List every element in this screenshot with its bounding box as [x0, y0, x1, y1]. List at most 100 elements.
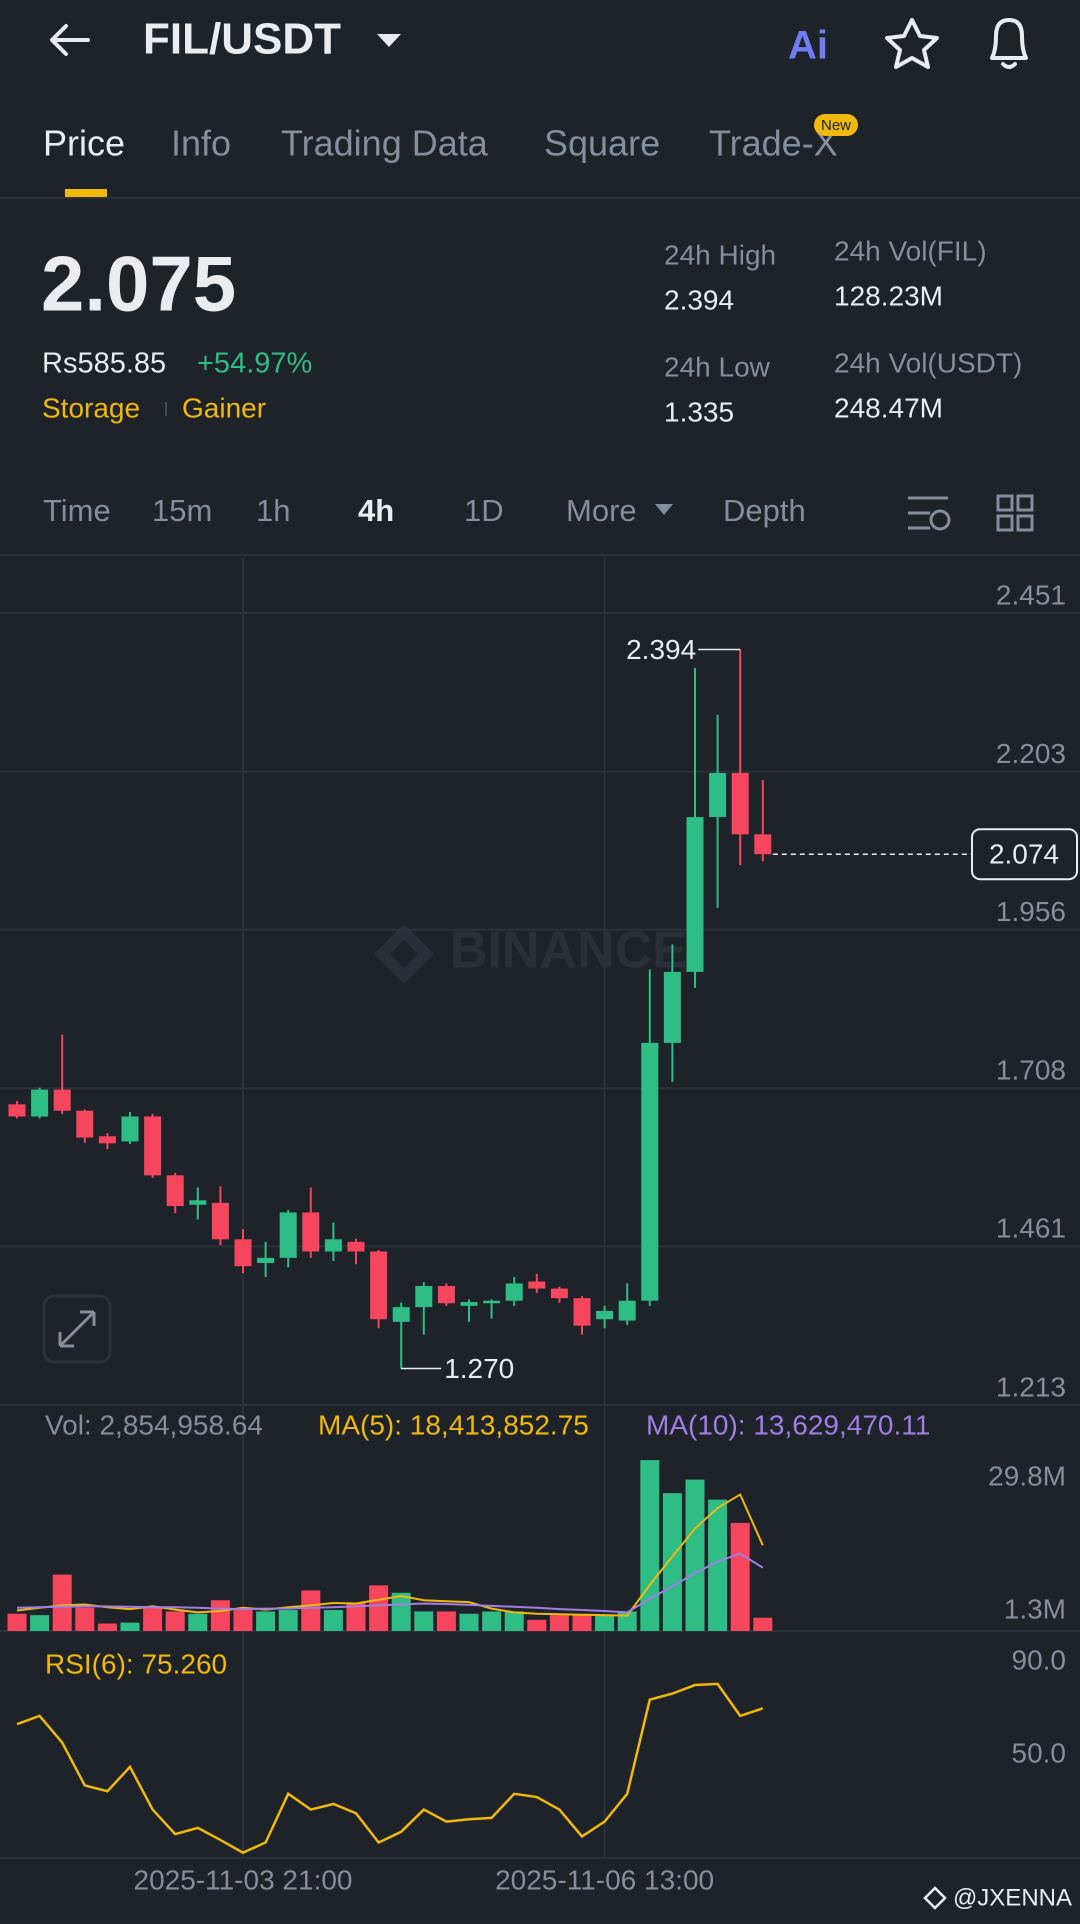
volume-bar	[482, 1611, 502, 1631]
volume-bar	[97, 1623, 117, 1631]
stat-value: 1.335	[664, 396, 734, 427]
watermark: BINANCE	[374, 922, 687, 984]
y-tick-label: 1.213	[996, 1371, 1066, 1402]
candle-body	[324, 1239, 342, 1252]
volume-bar	[504, 1611, 524, 1631]
y-tick-label: 1.956	[996, 896, 1066, 927]
candle-body	[98, 1136, 116, 1144]
watermark-logo	[374, 924, 434, 984]
indicator-settings[interactable]	[908, 496, 951, 531]
candle-body	[8, 1104, 26, 1117]
volume-bar	[549, 1615, 569, 1631]
layout-toggle[interactable]	[996, 494, 1034, 532]
candle-body	[663, 971, 681, 1043]
volume-bar	[30, 1615, 50, 1631]
volume-bar	[414, 1611, 434, 1631]
back-icon	[50, 24, 90, 56]
pair-title[interactable]: FIL/USDT	[143, 15, 341, 64]
candle-body	[641, 1042, 659, 1301]
volume-bar	[595, 1615, 615, 1631]
candle-body	[596, 1310, 614, 1320]
alert-icon[interactable]	[990, 18, 1028, 69]
tab[interactable]: Trading Data	[281, 123, 489, 164]
layout-cell	[1016, 514, 1034, 532]
sector-tag[interactable]: Storage	[42, 392, 140, 423]
volume-bar	[572, 1615, 592, 1631]
volume-bar	[391, 1592, 411, 1631]
volume-bar	[233, 1610, 253, 1631]
y-tick-label: 1.461	[996, 1213, 1066, 1244]
tab[interactable]: Price	[43, 123, 125, 164]
interval-option[interactable]: Depth	[723, 493, 806, 528]
volume-bar	[52, 1574, 72, 1631]
rsi-tick-label: 90.0	[1012, 1645, 1067, 1676]
pair-dropdown[interactable]	[377, 34, 401, 47]
volume-bar	[459, 1613, 479, 1631]
stat-label: 24h High	[664, 239, 776, 270]
candle-body	[460, 1302, 478, 1306]
interval-option[interactable]: 1h	[256, 493, 290, 528]
ai-button[interactable]: Ai	[788, 24, 828, 68]
stat-value: 2.394	[664, 284, 734, 315]
candle-body	[166, 1175, 184, 1207]
stat-label: 24h Vol(FIL)	[834, 235, 987, 266]
credit-logo	[923, 1886, 947, 1910]
watermark-text: BINANCE	[450, 922, 687, 980]
candle-body	[76, 1110, 94, 1138]
stat-value: 248.47M	[834, 392, 943, 423]
x-tick-label: 2025-11-06 13:00	[495, 1864, 714, 1895]
gainer-tag[interactable]: Gainer	[182, 392, 266, 423]
candle-body	[392, 1307, 410, 1322]
expand-frame	[42, 1294, 112, 1364]
interval-option[interactable]: 1D	[464, 493, 504, 528]
layout-cell	[996, 494, 1014, 512]
candle-body	[437, 1286, 455, 1304]
tab[interactable]: Info	[171, 123, 231, 164]
candle-body	[731, 772, 749, 835]
candle-body	[31, 1089, 49, 1117]
volume-bar	[301, 1590, 321, 1631]
volume-bar	[346, 1602, 366, 1631]
interval-option[interactable]: More	[566, 493, 637, 528]
candle-body	[483, 1300, 501, 1304]
volume-bar	[527, 1619, 547, 1631]
candle-body	[53, 1089, 71, 1111]
ai-icon: Ai	[788, 24, 828, 68]
volume-bar	[143, 1607, 163, 1631]
tab[interactable]: Square	[544, 123, 660, 164]
settings-icon	[908, 496, 948, 530]
credit: @JXENNA	[953, 1884, 1072, 1911]
interval-option[interactable]: 15m	[152, 493, 212, 528]
volume-bar	[640, 1460, 660, 1631]
favorite-icon[interactable]	[885, 18, 939, 69]
rsi-label: RSI(6): 75.260	[45, 1648, 227, 1679]
layout-cell	[1016, 494, 1034, 512]
stat-label: 24h Low	[664, 351, 771, 382]
volume-bar	[75, 1607, 95, 1631]
volume-bar	[323, 1610, 343, 1631]
back-button[interactable]	[50, 24, 90, 56]
candle-body	[234, 1239, 252, 1267]
expand-button[interactable]	[42, 1294, 112, 1364]
interval-option[interactable]: Time	[43, 493, 111, 528]
interval-option[interactable]: 4h	[358, 493, 394, 528]
price-change: +54.97%	[197, 348, 312, 380]
candle-body	[505, 1283, 523, 1301]
more-dropdown[interactable]	[655, 504, 673, 515]
volume-bar	[685, 1479, 705, 1631]
settings-icon-ring	[929, 509, 951, 531]
new-badge-text: New	[821, 117, 851, 134]
candle-body	[573, 1298, 591, 1326]
tab-indicator	[65, 189, 107, 197]
candle-body	[415, 1286, 433, 1308]
ma-line	[16, 1552, 764, 1614]
volume-bar	[369, 1585, 389, 1631]
candle-body	[550, 1288, 568, 1299]
volume-bar	[165, 1611, 185, 1631]
last-price: 2.075	[41, 240, 236, 328]
y-tick-label: 1.708	[996, 1055, 1066, 1086]
candle-body	[279, 1212, 297, 1258]
stat-value: 128.23M	[834, 280, 943, 311]
